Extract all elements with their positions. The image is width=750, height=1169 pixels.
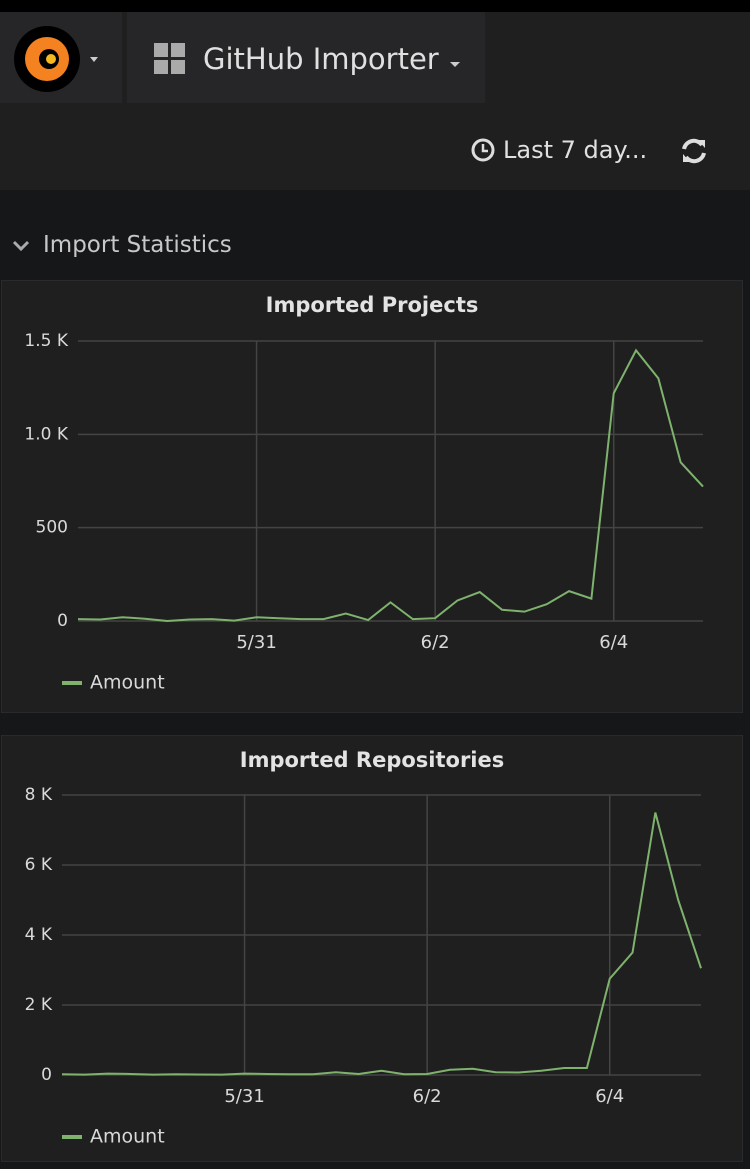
refresh-icon[interactable] (678, 135, 710, 167)
series-line (77, 348, 704, 623)
chart: Imported Projects 0 500 1.0 K 1.5 K 5/31 6/2 6/… (24, 293, 704, 694)
legend-swatch (62, 1135, 82, 1139)
time-range[interactable]: Last 7 day... (503, 136, 648, 164)
legend-label: Amount (90, 1126, 165, 1148)
collapse-icon[interactable] (12, 238, 32, 254)
chart: Imported Repositories 0 2 K 4 K 6 K 8 K 5/31 6/… (25, 748, 702, 1148)
clock-icon (471, 138, 495, 162)
y-tick-label: 1.0 K (24, 424, 68, 444)
grafana-menu[interactable] (0, 12, 122, 103)
y-tick-label: 8 K (25, 785, 53, 805)
x-tick-label: 6/4 (599, 632, 628, 653)
panel: Imported Repositories 0 2 K 4 K 6 K 8 K 5/31 6/… (1, 735, 743, 1162)
logo-icon (14, 26, 98, 92)
row-title[interactable]: Import Statistics (43, 232, 232, 258)
chart-title: Imported Projects (266, 293, 479, 317)
dashboard-title: GitHub Importer (203, 42, 439, 76)
x-tick-label: 6/2 (421, 632, 450, 653)
y-tick-label: 0 (41, 1065, 52, 1085)
y-tick-label: 0 (57, 611, 68, 631)
legend-label: Amount (90, 672, 165, 694)
x-tick-label: 5/31 (224, 1086, 264, 1107)
y-tick-label: 4 K (25, 925, 53, 945)
series-line (61, 812, 702, 1076)
x-tick-label: 5/31 (236, 632, 276, 653)
y-tick-label: 6 K (25, 855, 53, 875)
time-bar: Last 7 day... (0, 103, 750, 190)
panel: Imported Projects 0 500 1.0 K 1.5 K 5/31 6/2 6/… (1, 280, 743, 713)
dashboard-picker[interactable]: GitHub Importer (127, 12, 485, 103)
chart-title: Imported Repositories (240, 748, 504, 772)
dashboard-icon (154, 43, 460, 74)
legend-swatch (62, 681, 82, 685)
y-tick-label: 1.5 K (24, 331, 68, 351)
x-tick-label: 6/2 (413, 1086, 442, 1107)
y-tick-label: 500 (36, 518, 68, 538)
x-tick-label: 6/4 (595, 1086, 624, 1107)
y-tick-label: 2 K (25, 995, 53, 1015)
